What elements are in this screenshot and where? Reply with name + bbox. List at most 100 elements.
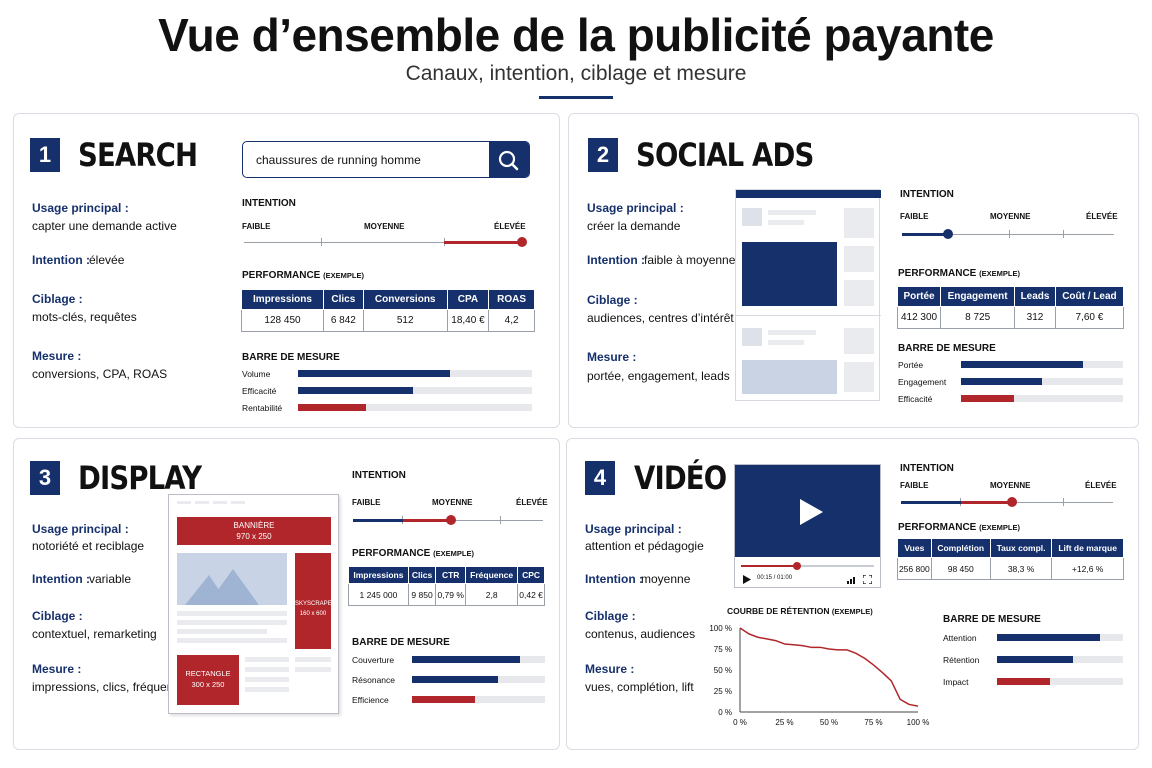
table-cell: 18,40 €	[446, 309, 490, 332]
intention-fill-mid	[403, 519, 451, 522]
intention-marker	[1007, 497, 1017, 507]
scale-mid: MOYENNE	[990, 481, 1031, 490]
scale-low: FAIBLE	[352, 498, 381, 507]
search-input[interactable]: chaussures de running homme	[256, 153, 421, 167]
table-header: Complétion	[930, 538, 991, 558]
table-header: Leads	[1014, 286, 1056, 307]
performance-table: Impressions Clics CTR Fréquence CPC 1 24…	[348, 566, 545, 606]
bar-label: Rentabilité	[242, 403, 283, 413]
ad-banner-size: 970 x 250	[236, 532, 272, 541]
measure-bar-fill	[961, 378, 1042, 385]
y-tick-label: 25 %	[714, 687, 732, 696]
intention-track	[902, 234, 1114, 235]
table-cell: 38,3 %	[989, 557, 1053, 580]
panel-number-badge: 2	[588, 138, 618, 172]
intention-fill-low	[901, 501, 961, 504]
panel-title: VIDÉO	[634, 459, 727, 497]
table-cell: 412 300	[896, 306, 942, 329]
table-header: Clics	[323, 289, 364, 310]
ad-rectangle: RECTANGLE 300 x 250	[177, 655, 239, 705]
image-placeholder	[177, 553, 287, 605]
search-icon	[498, 150, 519, 171]
video-player[interactable]: 00:15 / 01:00	[734, 464, 881, 588]
measure-bar-fill	[298, 370, 451, 377]
measure-bar	[961, 361, 1123, 368]
bar-label: Couverture	[352, 655, 395, 665]
measure-bar	[412, 696, 545, 703]
ciblage-value: audiences, centres d’intérêt	[587, 311, 734, 325]
scale-high: ÉLEVÉE	[494, 222, 526, 231]
video-screen[interactable]	[735, 465, 880, 557]
bar-label: Résonance	[352, 675, 396, 685]
intention-label: Intention :	[32, 572, 90, 586]
performance-heading: PERFORMANCE (EXEMPLE)	[898, 268, 1020, 279]
usage-value: notoriété et reciblage	[32, 539, 145, 553]
measure-bar	[997, 656, 1123, 663]
measure-bar-fill	[961, 395, 1015, 402]
y-tick-label: 50 %	[714, 666, 732, 675]
video-progress-handle[interactable]	[792, 562, 801, 570]
page-subtitle: Canaux, intention, ciblage et mesure	[405, 62, 747, 85]
ciblage-value: contenus, audiences	[585, 627, 696, 641]
intention-fill-low	[353, 519, 403, 522]
table-header: Engagement	[940, 286, 1016, 307]
table-header: Conversions	[362, 289, 448, 310]
scale-high: ÉLEVÉE	[1085, 481, 1117, 490]
search-bar[interactable]: chaussures de running homme	[242, 141, 530, 178]
measure-bar	[997, 678, 1123, 685]
scale-low: FAIBLE	[900, 481, 929, 490]
ciblage-label: Ciblage :	[32, 292, 83, 306]
intention-label: Intention :	[585, 572, 643, 586]
intention-heading: INTENTION	[900, 189, 954, 200]
measure-bar-fill	[298, 404, 366, 411]
ciblage-value: mots-clés, requêtes	[32, 310, 137, 324]
bar-label: Efficience	[352, 695, 389, 705]
table-header: Taux compl.	[989, 538, 1053, 558]
mesure-label: Mesure :	[32, 662, 82, 676]
mesure-label: Mesure :	[32, 349, 82, 363]
measure-bar	[298, 404, 532, 411]
intention-heading: INTENTION	[352, 470, 406, 481]
intention-fill	[902, 233, 948, 236]
intention-fill-mid	[961, 501, 1012, 504]
performance-table: Portée Engagement Leads Coût / Lead 412 …	[896, 286, 1125, 329]
x-tick-label: 75 %	[864, 718, 882, 727]
scale-mid: MOYENNE	[990, 212, 1031, 221]
measure-bar-fill	[298, 387, 413, 394]
video-progress-track[interactable]	[741, 565, 874, 567]
chart-title: COURBE DE RÉTENTION (EXEMPLE)	[727, 606, 873, 616]
play-small-icon[interactable]	[743, 575, 751, 584]
usage-label: Usage principal :	[32, 201, 129, 215]
panel-number-badge: 3	[30, 461, 60, 495]
volume-icon[interactable]	[847, 575, 857, 584]
table-cell: 1 245 000	[348, 583, 409, 606]
table-cell: 4,2	[488, 309, 535, 332]
intention-track	[244, 242, 522, 243]
panel-number-badge: 4	[585, 461, 615, 495]
intention-label: Intention :	[32, 253, 90, 267]
performance-heading: PERFORMANCE (EXEMPLE)	[898, 522, 1020, 533]
table-cell: 312	[1014, 306, 1056, 329]
measure-bar	[412, 676, 545, 683]
bar-label: Efficacité	[242, 386, 277, 396]
fullscreen-icon[interactable]	[863, 575, 872, 584]
intention-marker	[446, 515, 456, 525]
measure-bar-fill	[412, 676, 499, 683]
table-header: Lift de marque	[1051, 538, 1124, 558]
measure-bar-fill	[961, 361, 1083, 368]
bar-label: Engagement	[898, 377, 947, 387]
ad-skyscraper-label: SKYSCRAPER	[295, 601, 337, 607]
table-header: CPC	[517, 566, 545, 584]
table-header: Portée	[896, 286, 942, 307]
table-header: Vues	[897, 538, 932, 558]
y-tick-label: 100 %	[709, 624, 732, 633]
barre-heading: BARRE DE MESURE	[898, 343, 996, 354]
barre-heading: BARRE DE MESURE	[352, 637, 450, 648]
play-icon[interactable]	[735, 465, 880, 557]
search-button[interactable]	[489, 142, 529, 177]
mountain-icon	[185, 569, 259, 605]
scale-low: FAIBLE	[242, 222, 271, 231]
bar-label: Impact	[943, 677, 969, 687]
mesure-label: Mesure :	[587, 350, 637, 364]
ad-rectangle-size: 300 x 250	[191, 680, 225, 689]
